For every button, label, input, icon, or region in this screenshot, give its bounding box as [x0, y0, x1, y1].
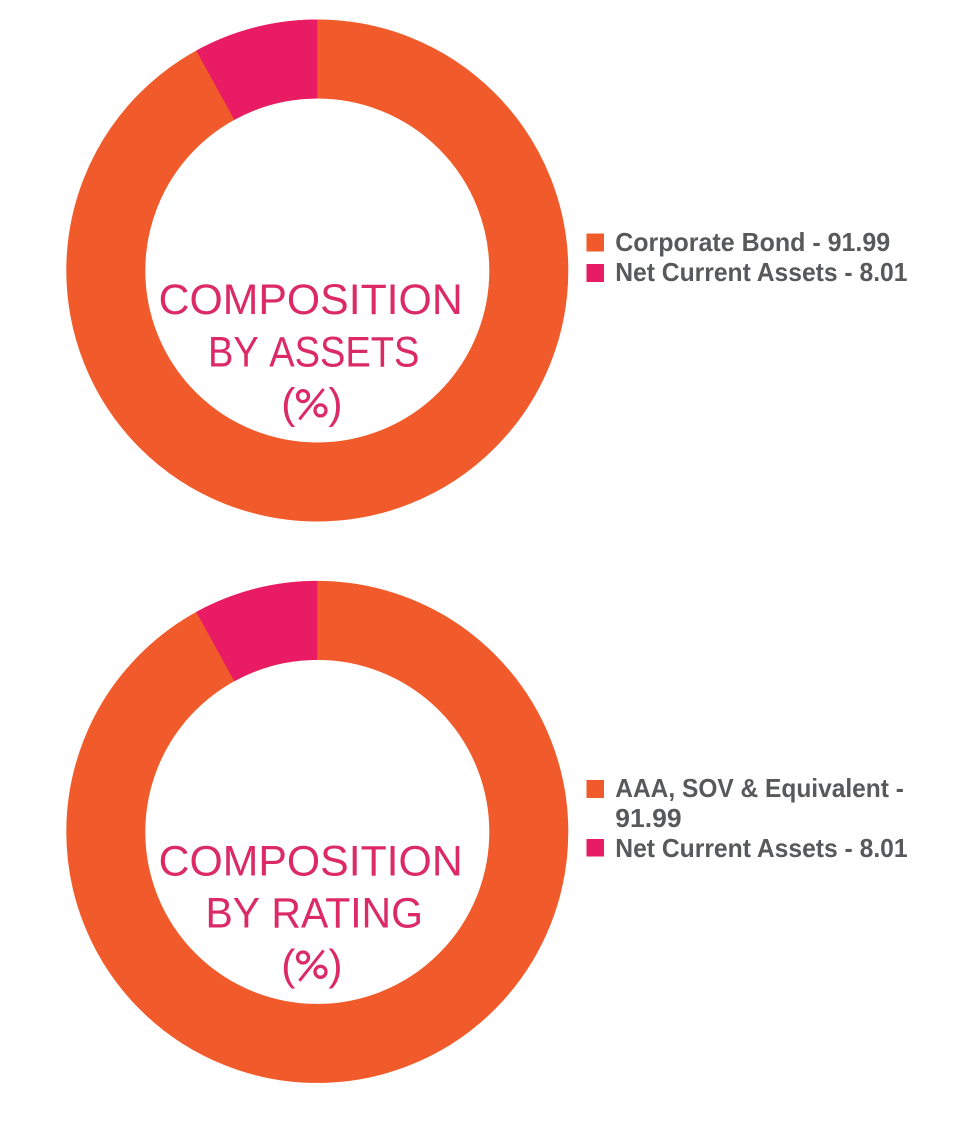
svg-text:Corporate Bond - 91.99: Corporate Bond - 91.99: [615, 227, 890, 257]
svg-text:Net Current Assets - 8.01: Net Current Assets - 8.01: [615, 257, 907, 287]
svg-text:Net Current Assets - 8.01: Net Current Assets - 8.01: [615, 833, 907, 863]
svg-text:BY RATING: BY RATING: [205, 891, 423, 938]
svg-text:COMPOSITION: COMPOSITION: [159, 838, 463, 885]
svg-text:BY ASSETS: BY ASSETS: [208, 329, 420, 376]
svg-text:): ): [328, 381, 342, 428]
svg-text:COMPOSITION: COMPOSITION: [159, 277, 463, 324]
svg-text:91.99: 91.99: [615, 803, 681, 833]
svg-text:): ): [328, 943, 342, 990]
svg-text:AAA, SOV & Equivalent -: AAA, SOV & Equivalent -: [615, 773, 904, 803]
svg-text:(: (: [281, 381, 295, 428]
svg-text:(: (: [281, 943, 295, 990]
